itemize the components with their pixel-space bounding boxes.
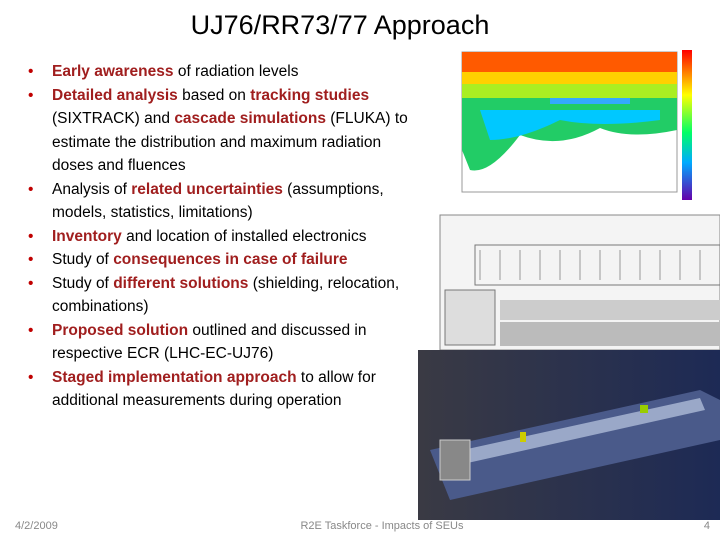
emphasis-text: different solutions [113, 274, 249, 292]
bullet-list: Early awareness of radiation levelsDetai… [22, 60, 417, 413]
emphasis-text: Staged implementation approach [52, 368, 297, 386]
bullet: Staged implementation approach to allow … [22, 366, 417, 413]
bullet-text: Study of [52, 274, 114, 292]
bullet-text: outlined and discussed in respective ECR… [52, 321, 367, 363]
emphasis-text: Proposed solution [52, 321, 189, 339]
bullet-text: (FLUKA) to estimate the distribution and… [52, 110, 408, 174]
page-number: 4 [703, 520, 710, 532]
emphasis-text: Early awareness [52, 63, 174, 80]
bullet-text: Study of [52, 251, 114, 268]
bullet-text: to allow for additional measurements dur… [52, 368, 376, 410]
bullet-text: (shielding, relocation, combinations) [52, 274, 400, 316]
tunnel-render [418, 350, 720, 520]
radiation-map [461, 50, 692, 200]
footer-date: 4/2/2009 [15, 520, 58, 532]
emphasis-text: Inventory [52, 227, 122, 245]
slide-title: UJ76/RR73/77 Approach [190, 10, 490, 40]
bullet: Proposed solution outlined and discussed… [22, 319, 417, 366]
footer-text: R2E Taskforce - Impacts of SEUs [300, 520, 464, 532]
bullet-text: Analysis of [52, 180, 132, 198]
bullet-text: and location of installed electronics [121, 227, 367, 245]
emphasis-text: related uncertainties [131, 180, 283, 198]
bullet: Early awareness of radiation levels [22, 60, 417, 84]
bullet: Inventory and location of installed elec… [22, 225, 417, 249]
bullet: Detailed analysis based on tracking stud… [22, 84, 417, 178]
bullet: Study of different solutions (shielding,… [22, 272, 417, 319]
emphasis-text: consequences in case of failure [113, 251, 348, 268]
bullet-text: based on [177, 86, 251, 104]
bullet: Analysis of related uncertainties (assum… [22, 178, 417, 225]
emphasis-text: tracking studies [250, 86, 370, 104]
bullet-text: of radiation levels [173, 63, 299, 80]
bullet: Study of consequences in case of failure [22, 248, 417, 272]
emphasis-text: Detailed analysis [52, 86, 178, 104]
bullet-text: (assumptions, models, statistics, limita… [52, 180, 384, 222]
layout-drawing [439, 214, 720, 351]
bullet-text: (SIXTRACK) and [52, 110, 175, 127]
emphasis-text: cascade simulations [174, 110, 326, 127]
